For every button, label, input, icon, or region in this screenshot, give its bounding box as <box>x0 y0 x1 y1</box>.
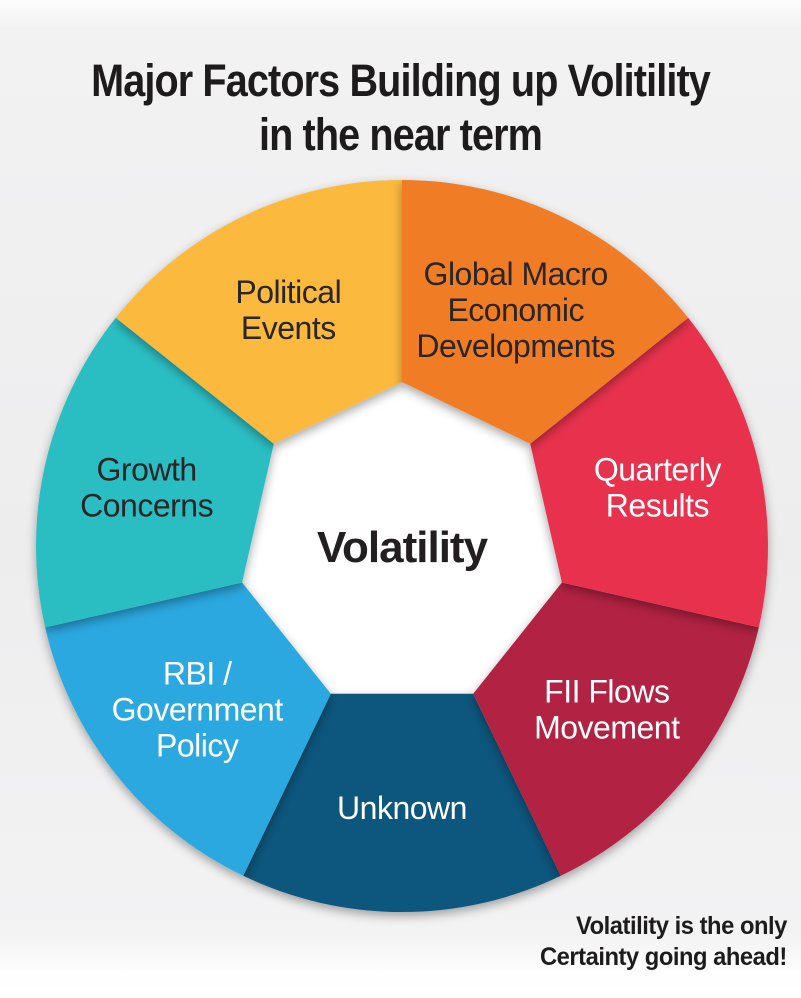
segment-label-rbi-government-policy: RBI / Government Policy <box>112 655 284 763</box>
segment-political-events <box>115 179 403 444</box>
segment-rbi-government-policy <box>45 582 331 876</box>
footer-line2: Certainty going ahead! <box>540 942 787 971</box>
segment-fii-flows-movement <box>473 582 759 876</box>
segment-label-political-events: Political Events <box>235 274 341 346</box>
segment-label-quarterly-results: Quarterly Results <box>594 452 722 524</box>
center-label: Volatility <box>317 523 489 572</box>
page-title-line2: in the near term <box>258 109 543 161</box>
segment-growth-concerns <box>36 317 274 628</box>
segment-label-unknown: Unknown <box>337 790 467 826</box>
segment-quarterly-results <box>530 317 768 628</box>
segment-label-growth-concerns: Growth Concerns <box>80 452 213 524</box>
page-title: Major Factors Building up Volitility in t… <box>48 54 753 162</box>
footer-note: Volatility is the only Certainty going ah… <box>540 911 787 972</box>
segment-label-fii-flows-movement: FII Flows Movement <box>534 673 680 745</box>
footer-line1: Volatility is the only <box>576 912 787 940</box>
page-title-line1: Major Factors Building up Volitility <box>91 55 711 107</box>
segment-label-global-macro-economic-developments: Global Macro Economic Developments <box>416 256 615 364</box>
segment-unknown <box>243 693 561 913</box>
segment-global-macro-economic-developments <box>402 180 689 444</box>
